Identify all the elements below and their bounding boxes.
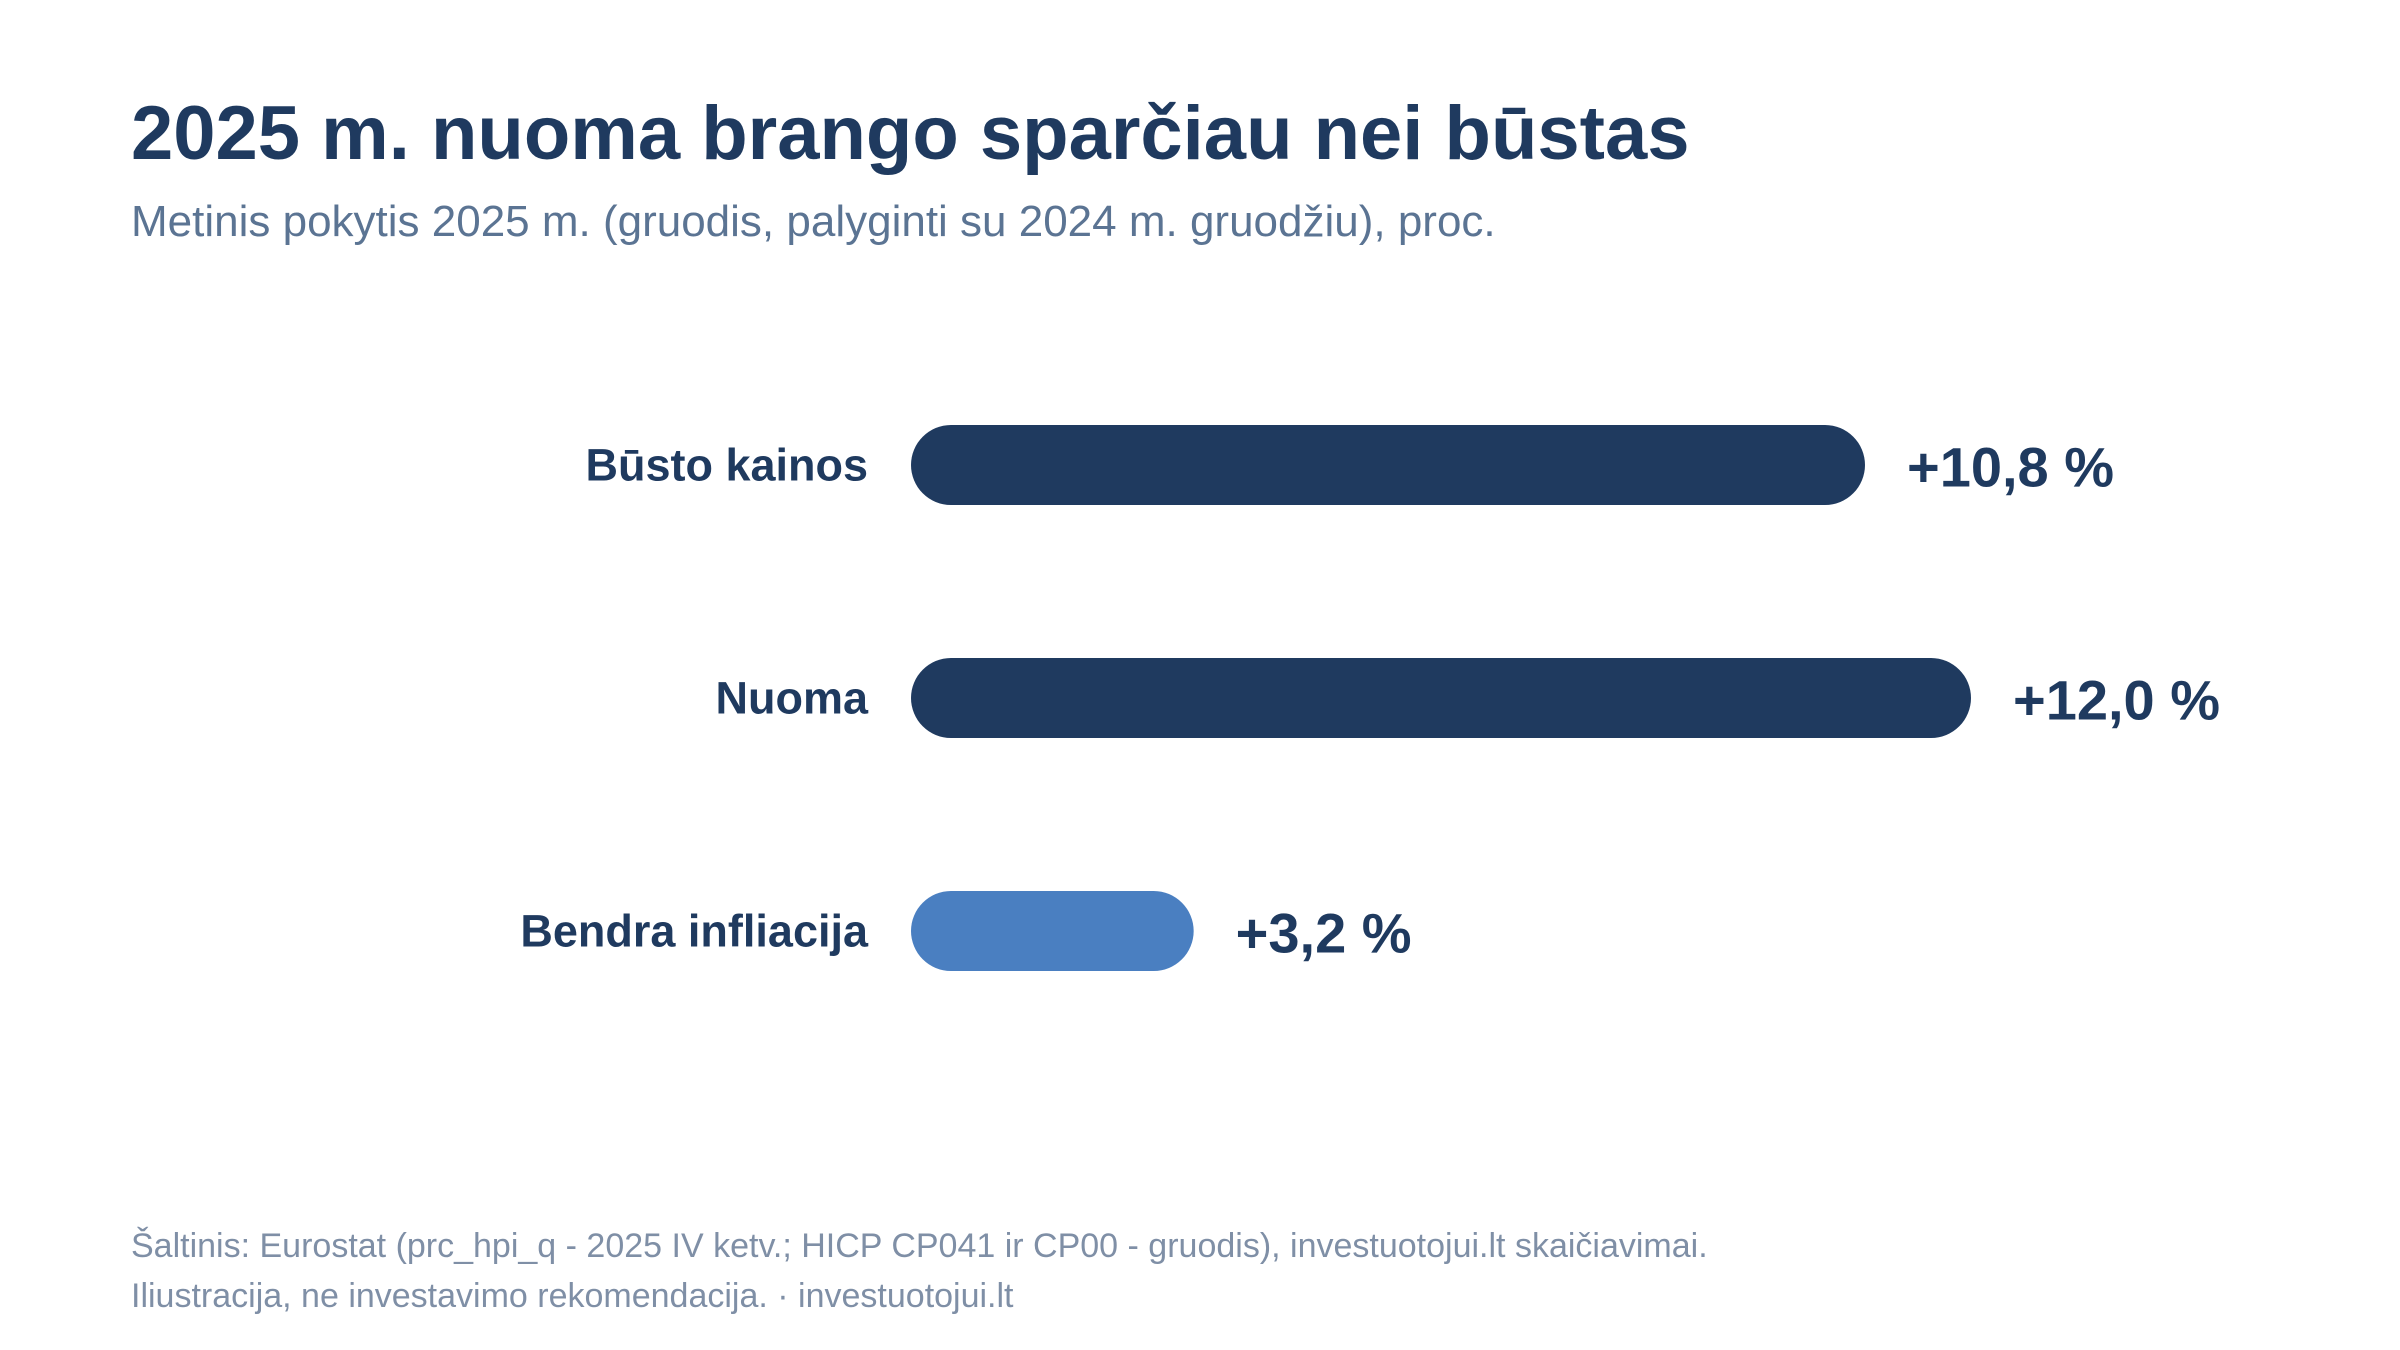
category-label-1: Būsto kainos [585,440,868,491]
chart-subtitle: Metinis pokytis 2025 m. (gruodis, palygi… [131,197,1496,246]
bar-1 [911,425,1865,505]
category-label-3: Bendra infliacija [520,906,869,957]
category-label-2: Nuoma [715,673,868,724]
chart-title: 2025 m. nuoma brango sparčiau nei būstas [131,91,1690,176]
bar-2 [911,658,1971,738]
bar-3 [911,891,1194,971]
disclaimer-note: Iliustracija, ne investavimo rekomendaci… [131,1277,1014,1315]
source-note: Šaltinis: Eurostat (prc_hpi_q - 2025 IV … [131,1227,1708,1265]
value-label-2: +12,0 % [2013,669,2220,732]
value-label-1: +10,8 % [1907,436,2114,499]
value-label-3: +3,2 % [1236,902,1412,965]
